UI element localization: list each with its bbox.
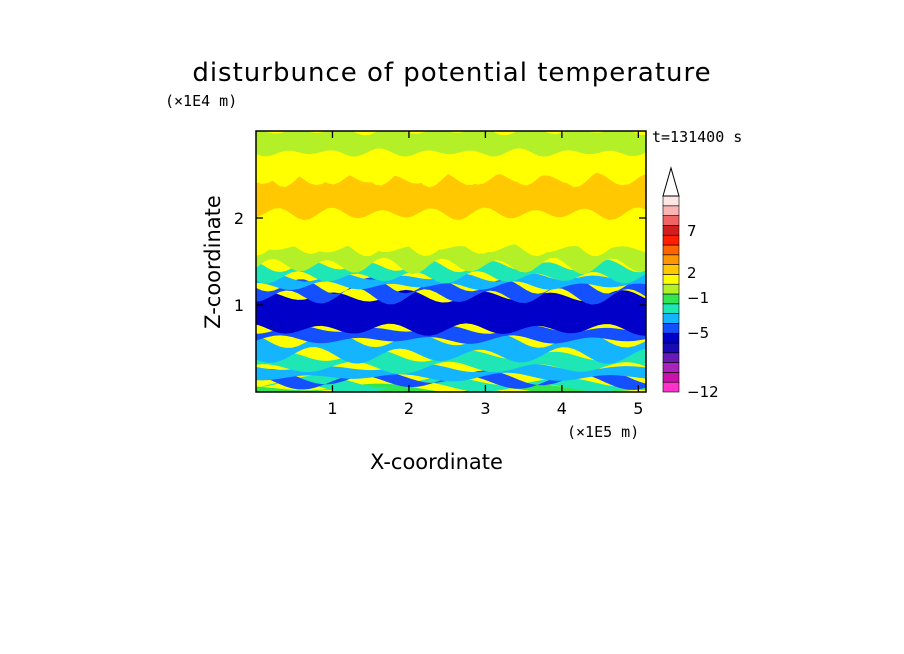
x-tick-label: 5 [633,399,643,418]
colorbar-swatch [662,323,680,334]
x-tick-label: 2 [404,399,414,418]
contour-band [256,240,646,275]
chart-title: disturbunce of potential temperature [192,58,712,88]
colorbar-swatch [662,293,680,305]
colorbar-swatch [662,225,680,236]
contour-band [256,259,646,284]
colorbar-label: 2 [687,264,697,282]
time-label: t=131400 s [652,128,743,146]
colorbar-swatch [662,303,680,314]
colorbar-swatch [662,381,680,393]
colorbar-label: −1 [687,289,709,307]
colorbar-swatch [662,274,680,285]
plot-frame [255,130,647,393]
colorbar-swatch [662,332,680,344]
colorbar-swatch [662,244,680,256]
colorbar-label: −12 [687,383,719,401]
contour-band [256,325,646,344]
colorbar-swatch [662,205,680,216]
y-scale-label: (×1E4 m) [165,92,238,110]
colorbar-swatch [662,313,680,324]
y-tick-label: 2 [234,209,244,228]
colorbar-label: 7 [687,222,697,240]
colorbar-swatch [662,283,680,295]
contour-band [256,209,646,253]
contour-band [256,277,646,305]
contour-band [256,131,646,157]
x-axis-label: X-coordinate [370,450,503,474]
contour-band [256,363,646,382]
x-tick-label: 3 [480,399,490,418]
colorbar-swatch [662,342,680,354]
contour-band [256,172,646,221]
colorbar-swatch [662,195,680,207]
colorbar: 7 2 −1 −5 −12 [662,166,719,401]
x-tick-label: 1 [327,399,337,418]
contour-band [256,331,646,364]
x-axis: 1 2 3 4 5 [327,131,643,418]
colorbar-swatch [662,352,680,363]
colorbar-arrow [662,166,680,197]
colorbar-label: −5 [687,324,709,342]
y-axis: 12 [234,209,646,315]
y-tick-label: 1 [234,296,244,315]
contour-band [256,289,646,336]
colorbar-swatch [662,215,680,226]
x-tick-label: 4 [557,399,567,418]
contour-fill [256,131,646,392]
colorbar-swatch [662,362,680,373]
colorbar-swatch [662,234,680,246]
x-scale-label: (×1E5 m) [567,423,640,441]
colorbar-swatch [662,264,680,275]
colorbar-swatch [662,372,680,383]
colorbar-swatch [662,254,680,265]
